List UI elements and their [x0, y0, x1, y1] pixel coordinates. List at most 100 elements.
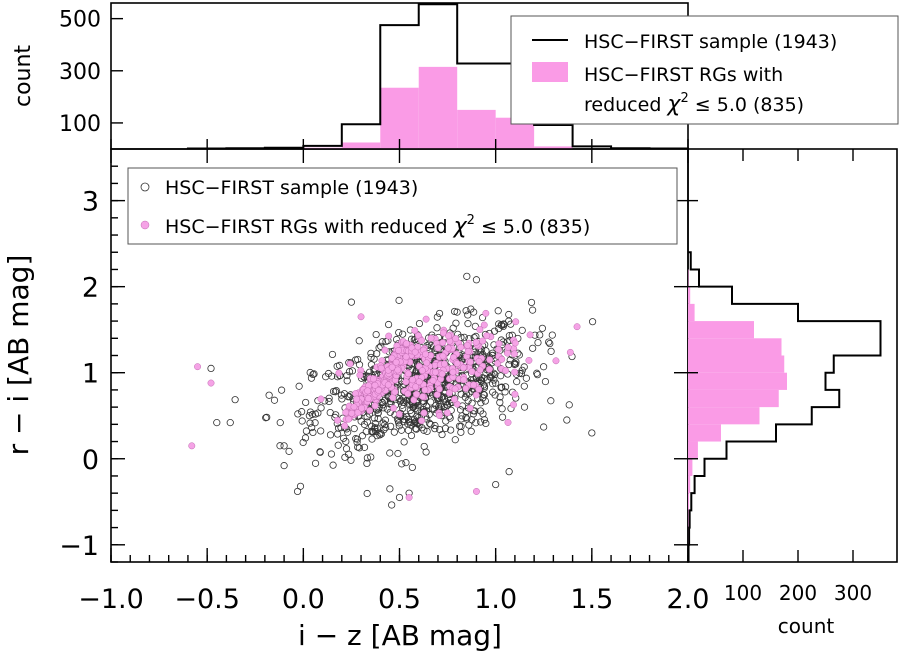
scatter-point-all: [466, 422, 472, 428]
scatter-point-rg: [446, 390, 452, 396]
scatter-point-rg: [505, 419, 511, 425]
scatter-point-rg: [439, 371, 445, 377]
top-legend-label-rg-line1: HSC−FIRST RGs with: [584, 64, 783, 86]
scatter-point-all: [334, 431, 340, 437]
scatter-point-rg: [479, 338, 485, 344]
scatter-point-all: [208, 365, 214, 371]
right-hist-xtick-label: 200: [779, 581, 817, 605]
right-hist-xtick-label: 100: [724, 581, 762, 605]
scatter-point-all: [458, 429, 464, 435]
scatter-point-rg: [451, 396, 457, 402]
scatter-point-all: [521, 383, 527, 389]
scatter-point-rg: [422, 351, 428, 357]
scatter-point-all: [343, 446, 349, 452]
scatter-point-rg: [396, 411, 402, 417]
scatter-point-all: [388, 502, 394, 508]
scatter-point-all: [318, 428, 324, 434]
scatter-point-rg: [412, 349, 418, 355]
scatter-point-all: [589, 318, 595, 324]
right-hist-bar-rg: [688, 459, 692, 476]
scatter-point-rg: [406, 494, 412, 500]
right-hist-bar-rg: [688, 269, 689, 286]
scatter-point-all: [266, 392, 272, 398]
scatter-point-rg: [208, 380, 214, 386]
scatter-point-all: [299, 418, 305, 424]
scatter-point-rg: [483, 310, 489, 316]
scatter-point-rg: [496, 340, 502, 346]
scatter-point-rg: [334, 417, 340, 423]
scatter-point-rg: [420, 393, 426, 399]
scatter-point-rg: [484, 333, 490, 339]
scatter-point-rg: [458, 344, 464, 350]
scatter-point-rg: [502, 367, 508, 373]
scatter-point-rg: [452, 386, 458, 392]
scatter-point-rg: [476, 358, 482, 364]
scatter-point-rg: [495, 346, 501, 352]
right-hist-bar-rg: [688, 510, 689, 527]
scatter-point-rg: [486, 366, 492, 372]
scatter-point-all: [356, 338, 362, 344]
scatter-ylabel: r − i [AB mag]: [2, 255, 35, 456]
scatter-xtick-label: −0.5: [174, 584, 240, 615]
scatter-point-rg: [454, 360, 460, 366]
scatter-point-rg: [395, 347, 401, 353]
scatter-point-all: [296, 383, 302, 389]
scatter-point-rg: [465, 348, 471, 354]
top-legend-label-rg-line2: reduced χ2 ≤ 5.0 (835): [584, 91, 804, 117]
scatter-point-all: [443, 418, 449, 424]
top-histogram-ylabel: count: [11, 45, 36, 107]
scatter-point-all: [497, 373, 503, 379]
scatter-xtick-label: 0.5: [378, 584, 421, 615]
scatter-point-all: [539, 325, 545, 331]
scatter-point-all: [547, 340, 553, 346]
scatter-point-all: [364, 490, 370, 496]
scatter-legend-marker-rg: [141, 221, 149, 229]
scatter-point-all: [359, 433, 365, 439]
right-hist-bar-rg: [688, 304, 695, 321]
top-legend-swatch-rg: [532, 62, 568, 82]
scatter-point-all: [564, 417, 570, 423]
scatter-point-rg: [392, 389, 398, 395]
right-hist-bar-rg: [688, 321, 754, 338]
scatter-point-all: [521, 404, 527, 410]
scatter-point-rg: [358, 314, 364, 320]
scatter-point-all: [399, 461, 405, 467]
scatter-point-all: [529, 307, 535, 313]
scatter-point-all: [434, 325, 440, 331]
scatter-point-rg: [463, 385, 469, 391]
scatter-point-all: [452, 437, 458, 443]
scatter-point-rg: [467, 359, 473, 365]
scatter-point-all: [513, 378, 519, 384]
scatter-point-rg: [358, 405, 364, 411]
scatter-point-all: [523, 375, 529, 381]
scatter-point-rg: [364, 388, 370, 394]
scatter-point-all: [548, 348, 554, 354]
scatter-point-rg: [395, 367, 401, 373]
scatter-point-all: [409, 464, 415, 470]
scatter-point-rg: [366, 407, 372, 413]
scatter-point-rg: [418, 417, 424, 423]
scatter-point-rg: [343, 409, 349, 415]
scatter-point-rg: [382, 347, 388, 353]
right-hist-bar-rg: [688, 424, 721, 441]
scatter-point-rg: [409, 377, 415, 383]
scatter-xtick-label: 1.5: [570, 584, 613, 615]
scatter-point-rg: [342, 423, 348, 429]
scatter-point-rg: [481, 322, 487, 328]
scatter-point-all: [401, 439, 407, 445]
scatter-point-rg: [428, 335, 434, 341]
scatter-point-all: [302, 399, 308, 405]
scatter-point-all: [423, 449, 429, 455]
scatter-point-all: [529, 345, 535, 351]
top-legend-label-all: HSC−FIRST sample (1943): [584, 31, 837, 53]
scatter-point-rg: [403, 354, 409, 360]
scatter-point-rg: [353, 396, 359, 402]
scatter-point-all: [335, 442, 341, 448]
scatter-point-all: [330, 462, 336, 468]
scatter-point-all: [589, 430, 595, 436]
scatter-point-rg: [476, 386, 482, 392]
scatter-point-all: [537, 332, 543, 338]
scatter-point-rg: [461, 377, 467, 383]
